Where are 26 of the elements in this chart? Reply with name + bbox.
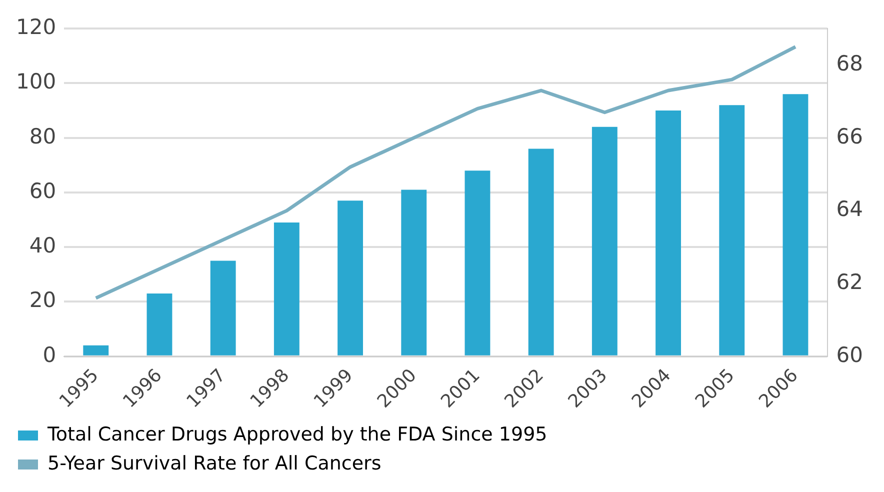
bar — [401, 190, 427, 356]
y2-tick-label: 62 — [836, 270, 864, 294]
bar — [146, 294, 172, 356]
y2-tick-label: 66 — [836, 124, 864, 148]
y2-tick-label: 60 — [836, 342, 864, 367]
bar — [592, 126, 618, 356]
y-tick-label: 80 — [29, 124, 56, 148]
bar — [782, 94, 808, 356]
y-tick-label: 0 — [42, 342, 56, 367]
y-tick-label: 40 — [29, 234, 56, 258]
bar — [338, 200, 363, 356]
y-tick-label: 100 — [16, 70, 56, 94]
y2-tick-label: 68 — [836, 51, 864, 76]
bar — [464, 170, 490, 356]
y2-tick-label: 64 — [836, 197, 864, 222]
legend-label: 5-Year Survival Rate for All Cancers — [48, 452, 382, 474]
bar — [528, 148, 554, 356]
bar — [656, 110, 681, 356]
y-tick-label: 60 — [29, 178, 56, 203]
bar — [719, 105, 745, 356]
bar — [274, 222, 300, 356]
y-tick-label: 120 — [16, 15, 56, 40]
y-tick-label: 20 — [29, 288, 56, 312]
legend-label: Total Cancer Drugs Approved by the FDA Since 1995 — [46, 423, 548, 446]
bar — [210, 260, 236, 356]
bar — [83, 345, 109, 356]
